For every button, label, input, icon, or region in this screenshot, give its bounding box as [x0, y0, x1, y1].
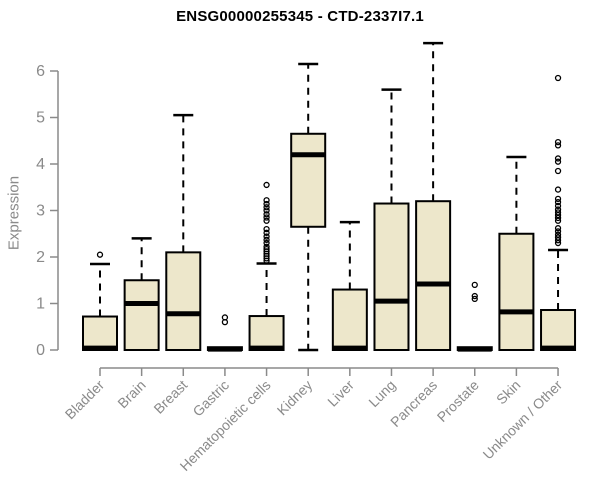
box: [540, 309, 577, 352]
outlier-point: [554, 195, 562, 203]
outlier-point: [263, 207, 270, 214]
outlier-point: [263, 225, 270, 233]
outlier-point: [263, 200, 270, 208]
y-tick-label: 0: [36, 342, 45, 359]
outlier-point: [554, 158, 562, 165]
outlier-point: [263, 243, 270, 250]
box: [82, 315, 118, 351]
outlier-point: [554, 74, 562, 82]
outlier-point: [554, 206, 562, 213]
x-tick-label: Unknown / Other: [480, 377, 566, 463]
outlier-point: [263, 181, 270, 189]
outlier-point: [554, 167, 562, 175]
outlier-point: [263, 204, 270, 211]
box: [248, 315, 285, 351]
outlier-point: [554, 142, 562, 149]
outlier-point: [554, 234, 562, 241]
x-tick-label: Skin: [493, 377, 524, 408]
outlier-point: [96, 251, 104, 258]
y-tick-label: 5: [36, 110, 45, 127]
box: [165, 251, 202, 352]
outlier-point: [471, 281, 478, 289]
y-tick-label: 2: [36, 249, 45, 266]
outlier-point: [554, 155, 562, 162]
x-tick-label: Liver: [324, 377, 357, 410]
outlier-point: [263, 217, 270, 224]
outlier-point: [471, 295, 478, 303]
x-tick-label: Lung: [365, 377, 398, 410]
outlier-point: [554, 225, 562, 232]
y-tick-label: 4: [36, 156, 45, 173]
outlier-point: [221, 314, 229, 321]
y-tick-label: 3: [36, 203, 45, 220]
outlier-point: [554, 198, 562, 206]
outlier-point: [471, 292, 478, 300]
outlier-point: [263, 229, 270, 236]
box: [373, 202, 410, 351]
x-tick-label: Breast: [150, 377, 190, 417]
box: [123, 279, 160, 351]
y-tick-label: 1: [36, 296, 45, 313]
outlier-point: [263, 211, 270, 218]
outlier-point: [554, 231, 562, 238]
outlier-point: [263, 236, 270, 243]
outlier-point: [263, 233, 270, 240]
x-tick-label: Brain: [114, 377, 148, 411]
outlier-point: [554, 186, 562, 193]
chart-title: ENSG00000255345 - CTD-2337I7.1: [176, 8, 424, 25]
x-tick-label: Prostate: [434, 377, 482, 425]
outlier-point: [263, 239, 270, 247]
box: [331, 288, 368, 351]
outlier-point: [263, 197, 270, 204]
box: [290, 132, 327, 228]
outlier-point: [554, 202, 562, 210]
outlier-point: [263, 245, 270, 253]
outlier-point: [263, 214, 270, 221]
outlier-point: [554, 209, 562, 216]
outlier-point: [554, 228, 562, 235]
x-tick-label: Bladder: [62, 377, 108, 423]
outlier-point: [554, 138, 562, 146]
y-tick-label: 6: [36, 63, 45, 80]
x-tick-label: Kidney: [274, 377, 316, 419]
box: [498, 232, 535, 351]
box: [415, 200, 452, 351]
